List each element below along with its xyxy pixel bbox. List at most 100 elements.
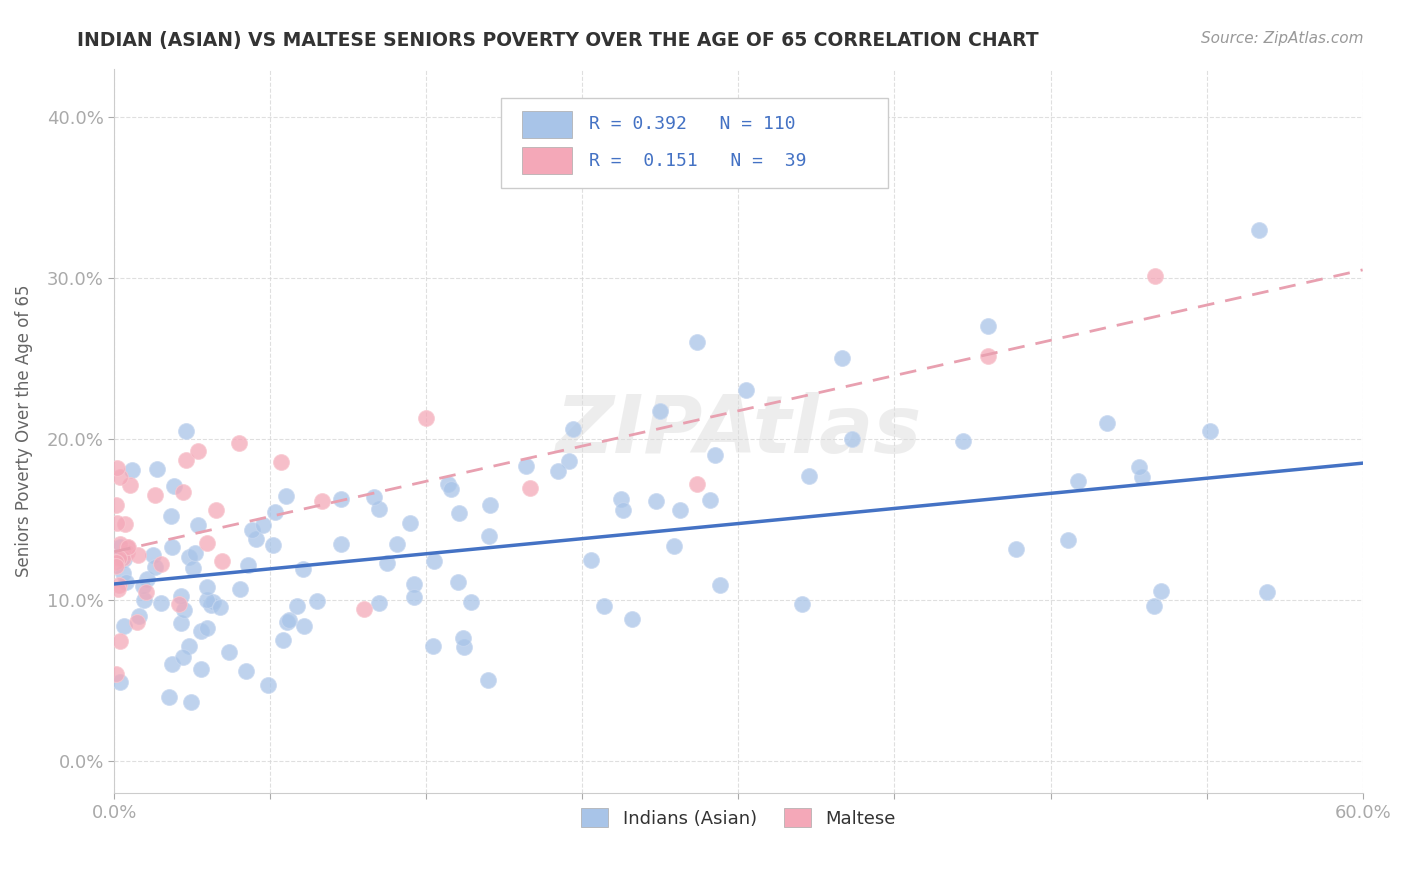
Point	[112, 619, 135, 633]
Point	[195, 536, 218, 550]
Point	[709, 578, 731, 592]
Point	[105, 498, 128, 512]
Point	[160, 657, 183, 672]
Point	[645, 493, 668, 508]
Point	[170, 616, 193, 631]
Point	[187, 443, 209, 458]
Point	[121, 462, 143, 476]
Point	[704, 449, 727, 463]
Point	[115, 541, 138, 555]
Point	[423, 554, 446, 568]
Point	[190, 662, 212, 676]
Point	[108, 469, 131, 483]
Point	[515, 459, 537, 474]
Point	[1143, 269, 1166, 284]
Point	[200, 598, 222, 612]
Bar	[523, 147, 572, 174]
Point	[157, 690, 180, 704]
Point	[162, 540, 184, 554]
Point	[1247, 222, 1270, 236]
Point	[107, 582, 129, 596]
Point	[621, 612, 644, 626]
Point	[519, 481, 541, 495]
Point	[460, 595, 482, 609]
Point	[262, 537, 284, 551]
Point	[593, 599, 616, 613]
Point	[184, 546, 207, 560]
FancyBboxPatch shape	[501, 97, 889, 188]
Point	[120, 478, 142, 492]
Point	[115, 574, 138, 589]
Point	[170, 589, 193, 603]
Point	[107, 577, 129, 591]
Point	[211, 554, 233, 568]
Point	[135, 585, 157, 599]
Point	[1142, 599, 1164, 614]
Point	[270, 455, 292, 469]
Point	[453, 640, 475, 654]
Point	[145, 462, 167, 476]
Point	[180, 695, 202, 709]
Point	[150, 596, 173, 610]
Point	[173, 603, 195, 617]
Point	[422, 639, 444, 653]
Point	[135, 573, 157, 587]
Point	[1198, 424, 1220, 438]
Point	[686, 335, 709, 350]
Point	[558, 454, 581, 468]
Point	[111, 566, 134, 580]
Point	[218, 645, 240, 659]
Point	[105, 516, 128, 530]
Point	[263, 505, 285, 519]
Point	[1004, 541, 1026, 556]
Point	[105, 559, 128, 574]
Point	[108, 550, 131, 565]
Point	[278, 613, 301, 627]
Point	[150, 557, 173, 571]
Point	[1256, 585, 1278, 599]
Point	[202, 595, 225, 609]
Point	[179, 550, 201, 565]
Point	[143, 559, 166, 574]
Point	[195, 621, 218, 635]
Point	[108, 633, 131, 648]
Point	[257, 677, 280, 691]
Point	[668, 503, 690, 517]
Point	[209, 600, 232, 615]
Point	[329, 491, 352, 506]
Point	[174, 425, 197, 439]
Text: R =  0.151   N =  39: R = 0.151 N = 39	[589, 152, 806, 169]
Point	[1128, 460, 1150, 475]
Point	[110, 540, 132, 554]
Point	[437, 476, 460, 491]
Point	[228, 436, 250, 450]
Point	[105, 666, 128, 681]
Point	[579, 553, 602, 567]
Point	[112, 552, 135, 566]
Point	[477, 529, 499, 543]
Point	[797, 468, 820, 483]
Point	[204, 503, 226, 517]
Point	[402, 590, 425, 604]
Point	[127, 548, 149, 562]
Point	[252, 517, 274, 532]
Point	[169, 597, 191, 611]
Point	[110, 675, 132, 690]
Point	[841, 432, 863, 446]
Point	[195, 581, 218, 595]
Point	[271, 632, 294, 647]
Point	[181, 561, 204, 575]
Point	[105, 555, 128, 569]
Legend: Indians (Asian), Maltese: Indians (Asian), Maltese	[574, 801, 903, 835]
Point	[367, 596, 389, 610]
Point	[447, 574, 470, 589]
Point	[292, 562, 315, 576]
Point	[440, 483, 463, 497]
Point	[160, 509, 183, 524]
Point	[114, 516, 136, 531]
Point	[128, 608, 150, 623]
Point	[195, 593, 218, 607]
Point	[276, 489, 298, 503]
Point	[172, 485, 194, 500]
Point	[363, 491, 385, 505]
